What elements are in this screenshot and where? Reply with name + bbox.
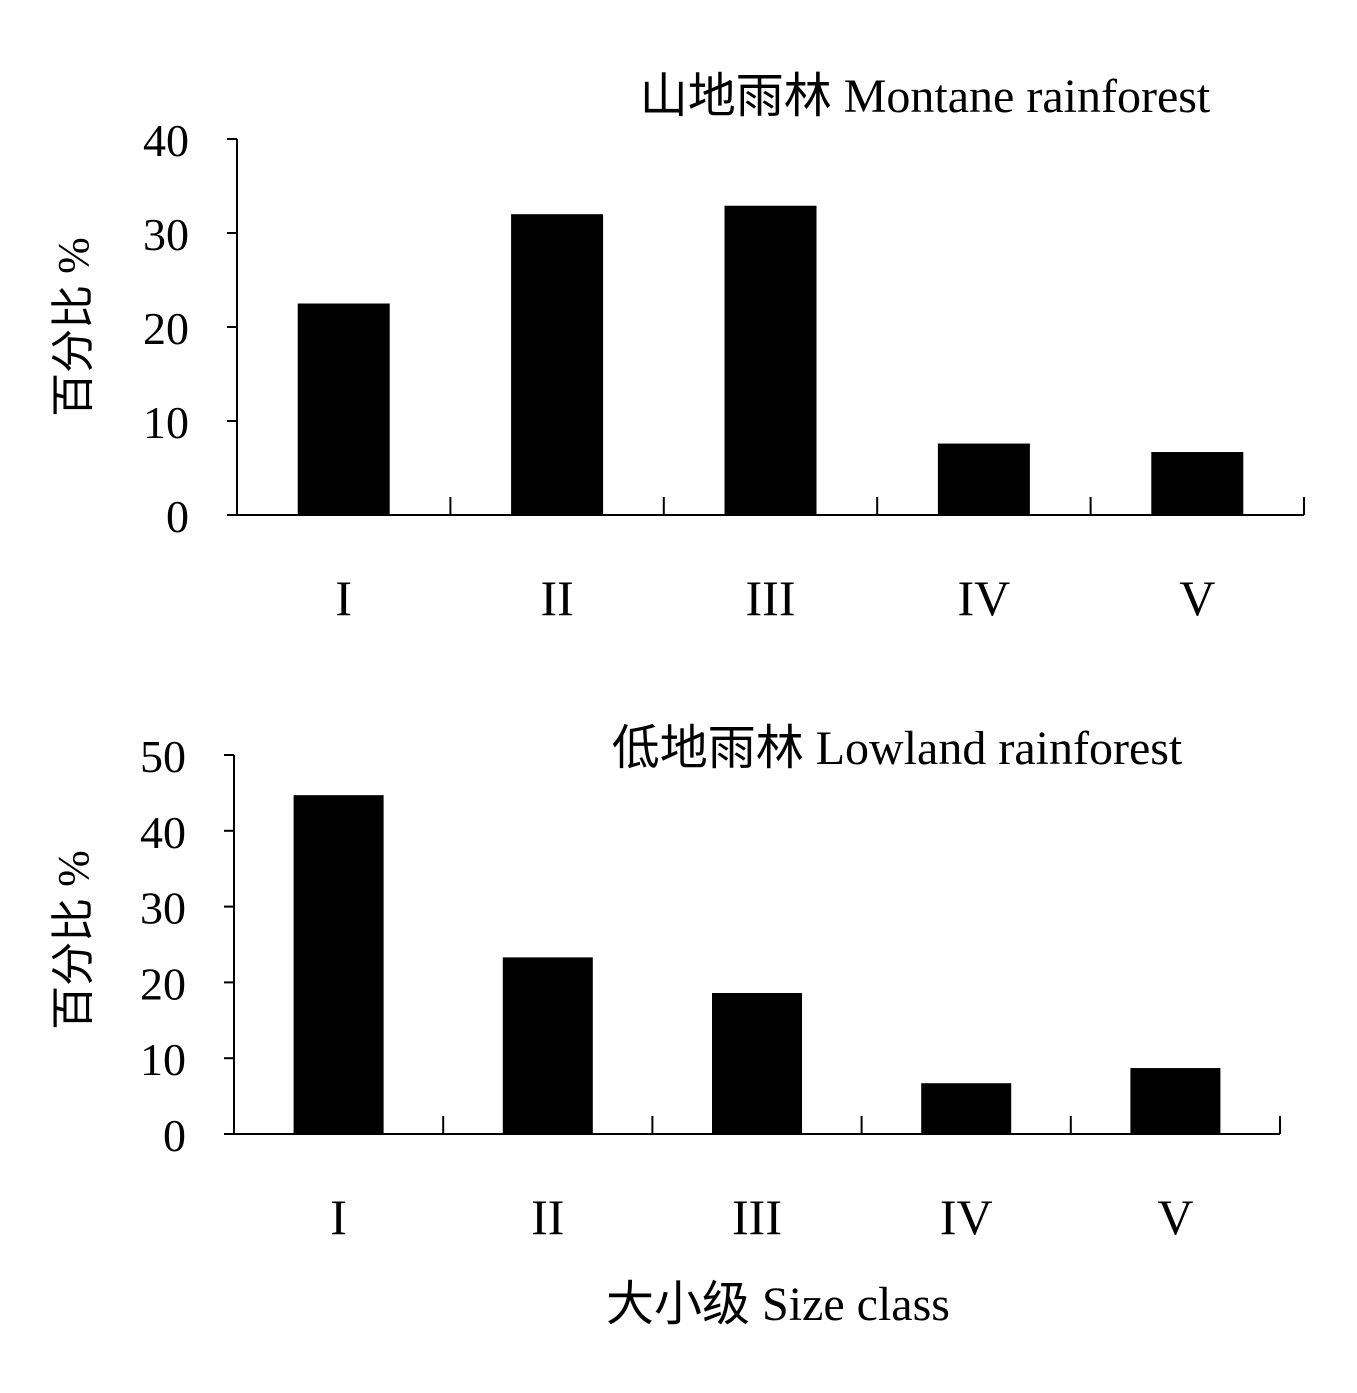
x-tick-label: II (540, 570, 573, 626)
y-tick-label: 20 (140, 958, 186, 1009)
y-axis-label: 百分比 % (49, 237, 98, 417)
bar (712, 993, 802, 1134)
chart-montane-rainforest: 山地雨林 Montane rainforest 百分比 % 0 10 20 30 40 I… (49, 70, 1305, 626)
y-tick-label: 40 (143, 115, 189, 166)
y-tick-label: 50 (140, 731, 186, 782)
bar (937, 443, 1030, 515)
bar (921, 1083, 1012, 1134)
y-tick-label: 30 (140, 883, 186, 934)
y-tick-label: 0 (166, 491, 189, 542)
y-tick-label: 10 (140, 1034, 186, 1085)
bar (1130, 1068, 1221, 1134)
x-tick-label: V (1179, 570, 1215, 626)
x-tick-label: III (746, 570, 796, 626)
chart-lowland-rainforest: 低地雨林 Lowland rainforest 百分比 % 0 10 20 30 40 5… (49, 722, 1281, 1331)
x-tick-label: IV (958, 570, 1011, 626)
bar (511, 214, 604, 515)
y-tick-label: 40 (140, 807, 186, 858)
bar (297, 303, 390, 515)
bar (293, 795, 384, 1134)
y-tick-label: 10 (143, 397, 189, 448)
x-tick-label: III (732, 1189, 782, 1245)
y-axis-label: 百分比 % (49, 850, 98, 1030)
x-tick-label: I (330, 1189, 347, 1245)
chart-title: 山地雨林 Montane rainforest (640, 70, 1211, 123)
bar (1151, 452, 1244, 515)
y-tick-label: 20 (143, 303, 189, 354)
y-tick-label: 0 (163, 1110, 186, 1161)
x-tick-label: IV (940, 1189, 993, 1245)
y-tick-label: 30 (143, 209, 189, 260)
x-axis-label: 大小级 Size class (606, 1278, 950, 1331)
bar (502, 957, 593, 1134)
x-tick-label: II (531, 1189, 564, 1245)
bar (724, 205, 817, 516)
x-tick-label: V (1157, 1189, 1193, 1245)
chart-title: 低地雨林 Lowland rainforest (612, 722, 1183, 775)
x-tick-label: I (335, 570, 352, 626)
